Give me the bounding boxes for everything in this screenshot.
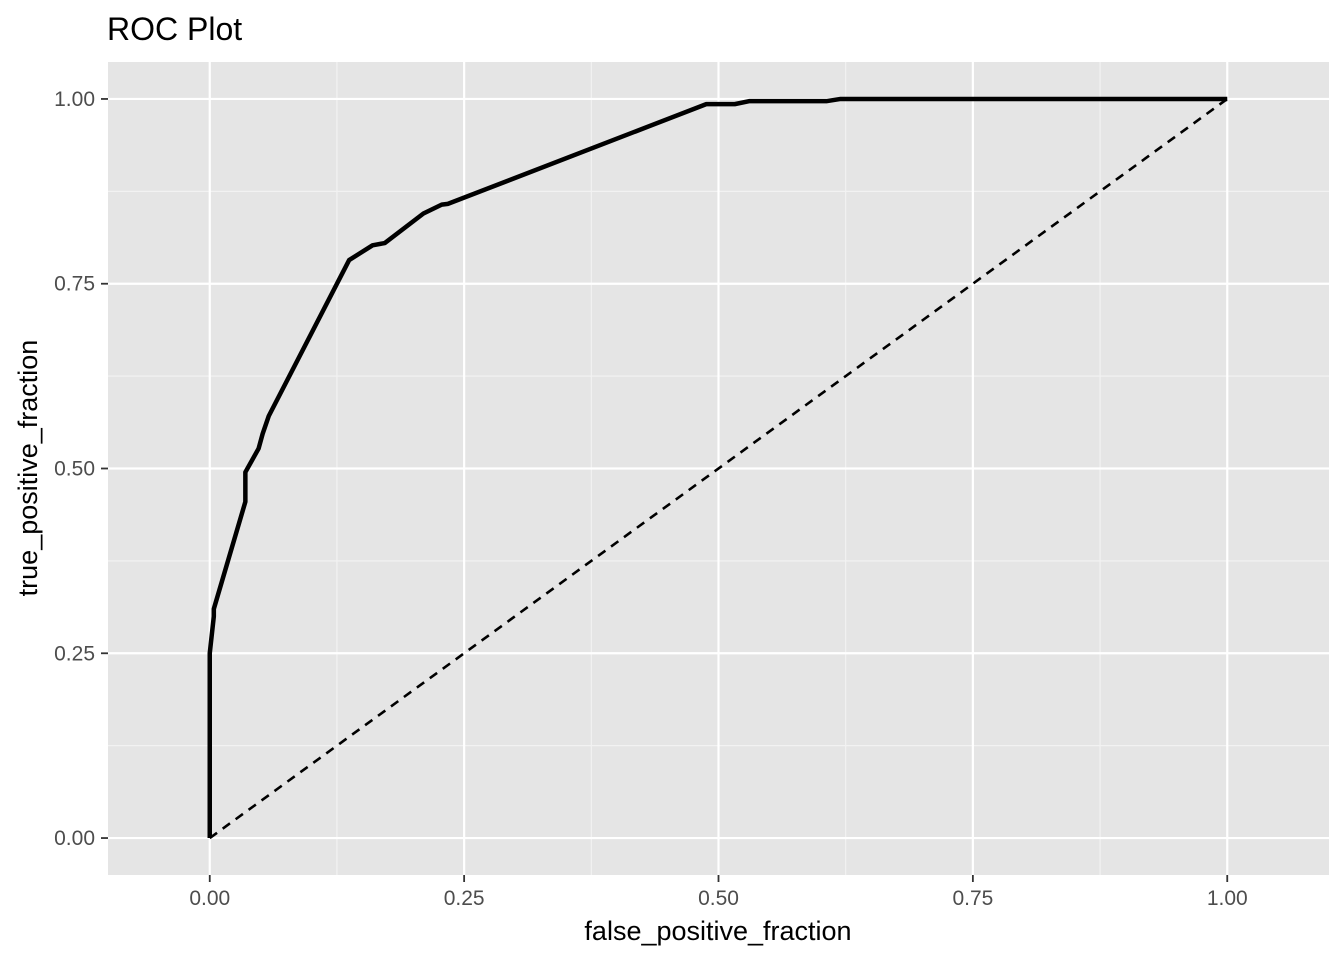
- chart-title: ROC Plot: [107, 11, 242, 47]
- y-tick-label: 0.75: [54, 273, 95, 296]
- reference-diagonal-line: [208, 97, 1229, 840]
- y-tick-label: 1.00: [54, 88, 95, 111]
- y-axis-title: true_positive_fraction: [13, 340, 43, 597]
- y-tick-label: 0.25: [54, 642, 95, 665]
- x-axis: 0.00 0.25 0.50 0.75 1.00: [189, 875, 1248, 910]
- x-axis-title: false_positive_fraction: [584, 916, 851, 946]
- roc-curve-line: [207, 96, 1228, 839]
- x-tick-label: 0.50: [698, 887, 739, 910]
- x-tick-label: 0.75: [952, 887, 993, 910]
- x-tick-label: 0.25: [444, 887, 485, 910]
- x-tick-label: 0.00: [189, 887, 230, 910]
- x-tick-label: 1.00: [1207, 887, 1248, 910]
- y-tick-label: 0.00: [54, 827, 95, 850]
- series-layer: [207, 96, 1229, 840]
- y-axis: 0.00 0.25 0.50 0.75 1.00: [54, 88, 108, 850]
- y-tick-label: 0.50: [54, 458, 95, 481]
